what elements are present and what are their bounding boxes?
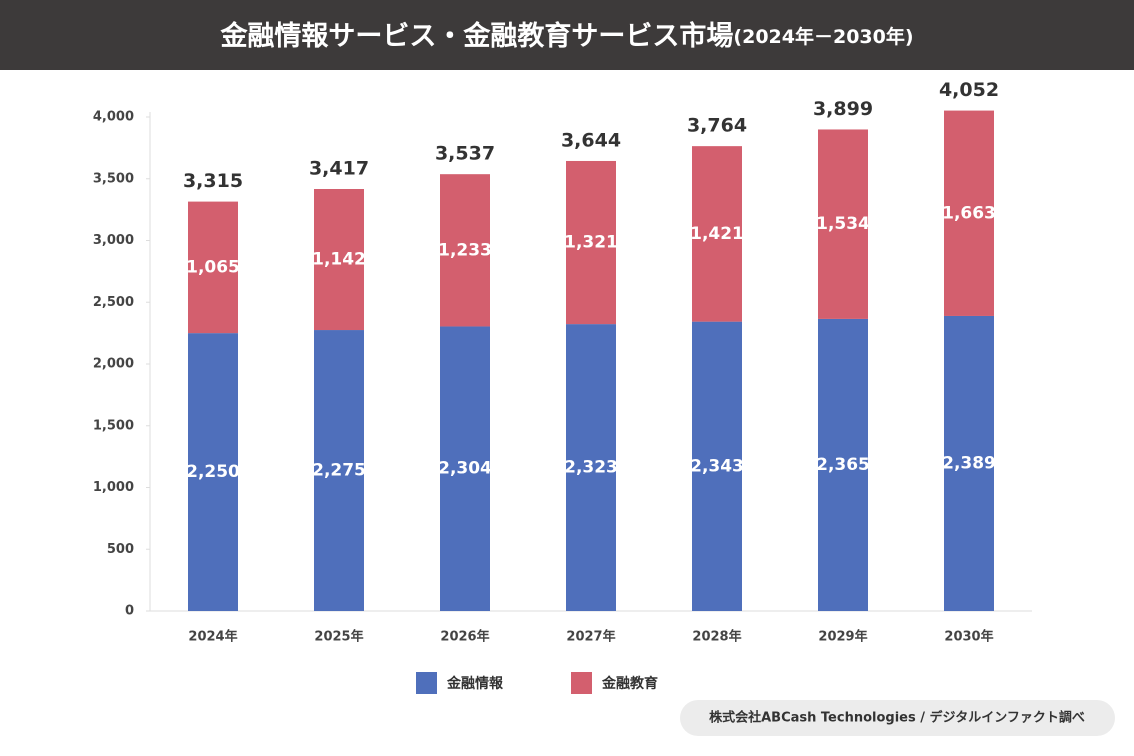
chart-title: 金融情報サービス・金融教育サービス市場 xyxy=(219,20,733,52)
bar-segment xyxy=(944,315,994,611)
bar-segment xyxy=(566,324,616,611)
value-label: 2,275 xyxy=(312,461,366,481)
title-group: 金融情報サービス・金融教育サービス市場(2024年－2030年) xyxy=(219,20,913,52)
bar-segment xyxy=(440,174,490,327)
x-tick-label: 2028年 xyxy=(692,629,741,645)
value-label: 2,250 xyxy=(186,462,240,482)
bar-segment xyxy=(944,110,994,316)
bar-segment xyxy=(314,189,364,331)
total-label: 3,764 xyxy=(687,115,747,137)
bar-segment xyxy=(566,160,616,325)
value-label: 1,065 xyxy=(186,257,240,277)
value-label: 2,365 xyxy=(816,455,870,475)
y-tick-label: 3,500 xyxy=(93,171,134,186)
y-tick-label: 0 xyxy=(125,604,134,619)
bar-segment xyxy=(692,146,742,322)
value-label: 1,321 xyxy=(564,233,618,253)
x-tick-label: 2026年 xyxy=(440,629,489,645)
x-tick-label: 2029年 xyxy=(818,629,867,645)
legend-label: 金融情報 xyxy=(446,675,504,692)
x-tick-label: 2030年 xyxy=(944,629,993,645)
bar-segment xyxy=(818,129,868,319)
legend-label: 金融教育 xyxy=(601,675,658,692)
value-label: 2,323 xyxy=(564,458,618,478)
y-tick-label: 500 xyxy=(107,542,134,557)
bar-segment xyxy=(314,330,364,611)
total-label: 3,315 xyxy=(183,170,243,192)
value-label: 2,343 xyxy=(690,456,744,476)
bar-segment xyxy=(818,318,868,611)
y-tick-label: 1,000 xyxy=(93,480,134,495)
value-label: 2,304 xyxy=(438,459,492,479)
source-pill xyxy=(680,700,1115,736)
chart-subtitle: (2024年－2030年) xyxy=(733,25,913,48)
bar-segment xyxy=(188,201,238,334)
bar-segment xyxy=(440,326,490,611)
x-tick-label: 2025年 xyxy=(314,629,363,645)
y-tick-label: 2,500 xyxy=(93,295,134,310)
legend-swatch xyxy=(416,672,437,694)
bar-segment xyxy=(188,333,238,611)
value-label: 1,534 xyxy=(816,214,870,234)
y-tick-label: 1,500 xyxy=(93,418,134,433)
total-label: 3,417 xyxy=(309,158,369,180)
y-tick-label: 4,000 xyxy=(93,110,134,125)
y-tick-label: 3,000 xyxy=(93,233,134,248)
header-bar xyxy=(0,0,1134,70)
value-label: 1,421 xyxy=(690,224,744,244)
total-label: 3,537 xyxy=(435,143,495,165)
y-tick-label: 2,000 xyxy=(93,357,134,372)
x-tick-label: 2024年 xyxy=(188,629,237,645)
legend-swatch xyxy=(571,672,592,694)
value-label: 1,142 xyxy=(312,250,366,270)
value-label: 2,389 xyxy=(942,453,996,473)
x-tick-label: 2027年 xyxy=(566,629,615,645)
total-label: 3,644 xyxy=(561,129,621,151)
total-label: 4,052 xyxy=(939,79,999,101)
bar-segment xyxy=(692,321,742,611)
source-note: 株式会社ABCash Technologies / デジタルインファクト調べ xyxy=(709,710,1085,726)
value-label: 1,663 xyxy=(942,203,996,223)
total-label: 3,899 xyxy=(813,98,873,120)
value-label: 1,233 xyxy=(438,240,492,260)
